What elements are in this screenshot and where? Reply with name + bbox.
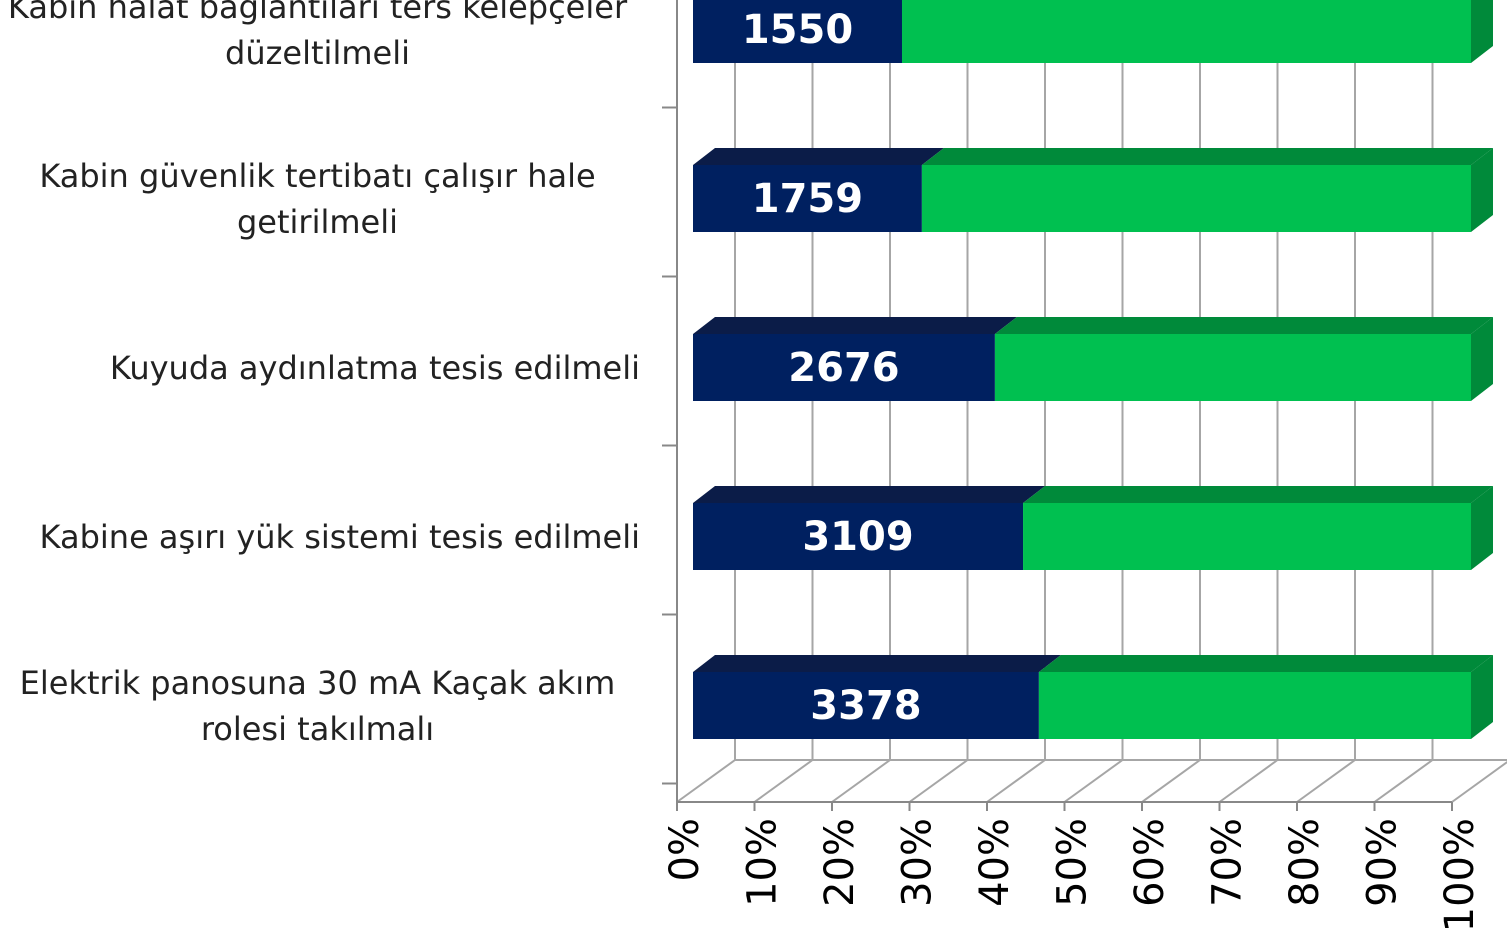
floor-line <box>1373 759 1434 803</box>
bar-top <box>693 486 1046 503</box>
x-tick-label: 30% <box>895 818 941 907</box>
data-label: 1550 <box>742 7 853 53</box>
y-tick-label: Kabine aşırı yük sistemi tesis edilmeli <box>39 518 640 556</box>
floor-line <box>1218 759 1279 803</box>
bar-top <box>693 148 944 165</box>
x-tick-label: 40% <box>972 818 1018 907</box>
x-tick-label: 20% <box>817 818 863 907</box>
x-tick-label: 60% <box>1127 818 1173 907</box>
floor-line <box>831 759 891 803</box>
category-label-box: Kabin güvenlik tertibatı çalışır hale ge… <box>0 139 640 259</box>
bar <box>693 165 922 232</box>
bar-top <box>994 317 1493 334</box>
floor-line <box>676 759 736 803</box>
bar-top <box>1023 486 1493 503</box>
bar-side <box>1471 655 1493 739</box>
bar <box>693 672 1039 739</box>
floor-line <box>908 759 969 803</box>
y-tick-label: Kabin güvenlik tertibatı çalışır hale ge… <box>39 157 596 241</box>
x-tick-label: 90% <box>1360 818 1406 907</box>
bar-side <box>1471 0 1493 63</box>
category-label-box: Kabin halat bağlantıları ters kelepçeler… <box>0 0 640 90</box>
category-label-box: Kabine aşırı yük sistemi tesis edilmeli <box>0 477 640 597</box>
bar <box>921 165 1471 232</box>
floor-line <box>986 759 1046 803</box>
bar-top <box>693 317 1017 334</box>
bar-top <box>921 148 1493 165</box>
bar <box>1023 503 1471 570</box>
data-label: 2676 <box>788 345 899 391</box>
bar <box>1038 672 1471 739</box>
bar <box>901 0 1471 63</box>
x-tick-label: 0% <box>662 818 708 881</box>
bar <box>693 503 1024 570</box>
y-tick-label: Kuyuda aydınlatma tesis edilmeli <box>109 349 640 387</box>
y-tick-label: Elektrik panosuna 30 mA Kaçak akım roles… <box>19 664 616 748</box>
data-label: 1759 <box>752 176 863 222</box>
bar-top <box>1038 655 1493 672</box>
floor-line <box>1141 759 1201 803</box>
floor-line <box>1063 759 1124 803</box>
category-label-box: Kuyuda aydınlatma tesis edilmeli <box>0 308 640 428</box>
category-label-box: Elektrik panosuna 30 mA Kaçak akım roles… <box>0 646 640 766</box>
x-tick-label: 100% <box>1437 818 1483 932</box>
floor-line <box>1296 759 1356 803</box>
floor-line <box>753 759 814 803</box>
x-tick-label: 50% <box>1050 818 1096 907</box>
x-tick-label: 70% <box>1205 818 1251 907</box>
bar <box>693 334 995 401</box>
bar-side <box>1471 317 1493 401</box>
bar <box>693 0 902 63</box>
bar-side <box>1471 486 1493 570</box>
x-tick-label: 80% <box>1282 818 1328 907</box>
bar <box>994 334 1471 401</box>
data-label: 3109 <box>802 514 913 560</box>
bar-side <box>1471 148 1493 232</box>
bar-top <box>693 655 1061 672</box>
data-label: 3378 <box>810 683 921 729</box>
y-tick-label: Kabin halat bağlantıları ters kelepçeler… <box>7 0 628 72</box>
x-tick-label: 10% <box>740 818 786 907</box>
floor-line <box>1451 760 1507 803</box>
